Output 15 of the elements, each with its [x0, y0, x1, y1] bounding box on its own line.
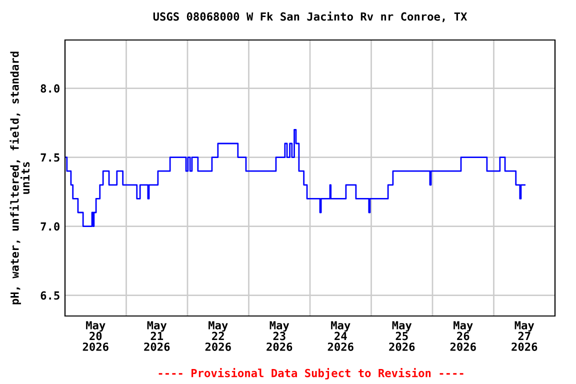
y-tick-label: 6.5: [40, 291, 60, 300]
x-tick-label: May 26 2026: [450, 321, 476, 351]
x-tick-label: May 20 2026: [82, 321, 108, 351]
y-tick-label: 7.5: [40, 153, 60, 162]
x-tick-label: May 24 2026: [328, 321, 354, 351]
y-tick-label: 8.0: [40, 84, 60, 93]
x-tick-label: May 27 2026: [512, 321, 538, 351]
x-tick-label: May 25 2026: [389, 321, 415, 351]
x-tick-label: May 23 2026: [266, 321, 292, 351]
y-tick-label: 7.0: [40, 222, 60, 231]
chart-title: USGS 08068000 W Fk San Jacinto Rv nr Conroe, TX: [153, 12, 468, 22]
text: ---- Provisional Data Subject to Revision ----: [158, 368, 464, 380]
x-tick-label: May 22 2026: [205, 321, 231, 351]
x-tick-label: May 21 2026: [144, 321, 170, 351]
y-axis-title: pH, water, unfiltered, field, standard units: [10, 52, 30, 304]
